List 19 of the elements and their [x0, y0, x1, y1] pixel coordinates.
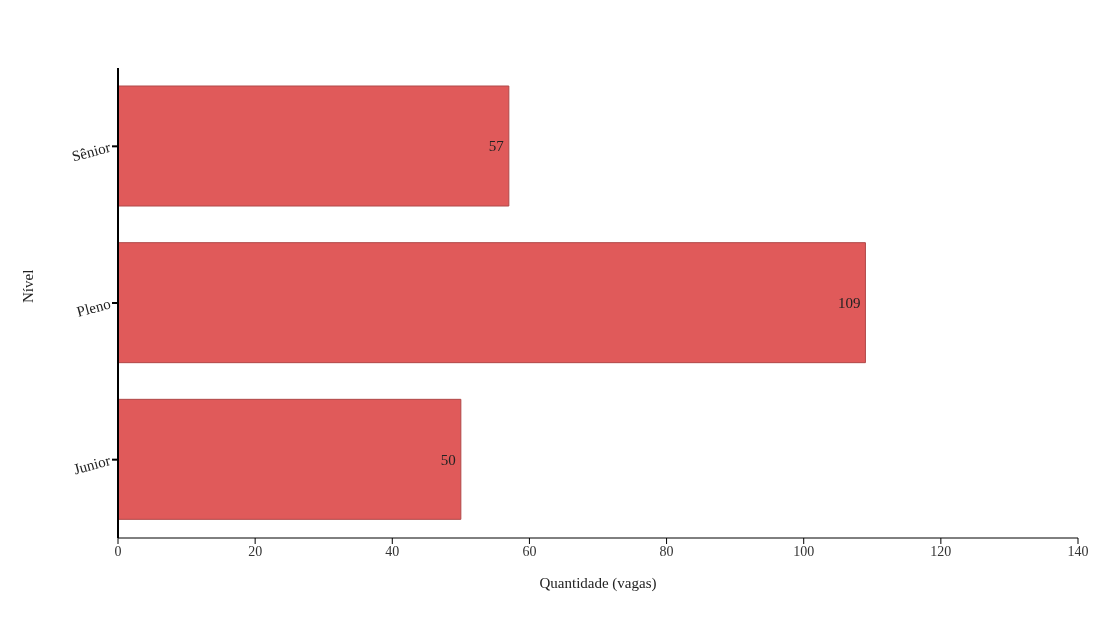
x-tick-label: 80	[659, 543, 674, 559]
x-tick-label: 0	[114, 543, 122, 559]
bar	[118, 242, 866, 364]
x-tick-label: 140	[1067, 543, 1089, 559]
y-axis-title: Nível	[20, 269, 37, 303]
y-tick-label: Junior	[71, 452, 113, 478]
bar	[118, 85, 510, 207]
data-label: 57	[488, 138, 505, 155]
data-label: 109	[837, 294, 861, 311]
y-tick-label: Pleno	[75, 295, 113, 320]
data-label: 50	[440, 451, 456, 468]
x-tick-label: 40	[385, 543, 400, 559]
x-tick-label: 100	[793, 543, 815, 559]
x-axis-title: Quantidade (vagas)	[539, 575, 657, 592]
bar	[118, 398, 462, 520]
y-tick-label: Sênior	[70, 138, 113, 165]
x-tick-label: 60	[522, 543, 537, 559]
x-tick-label: 120	[930, 543, 952, 559]
x-tick-label: 20	[248, 543, 263, 559]
